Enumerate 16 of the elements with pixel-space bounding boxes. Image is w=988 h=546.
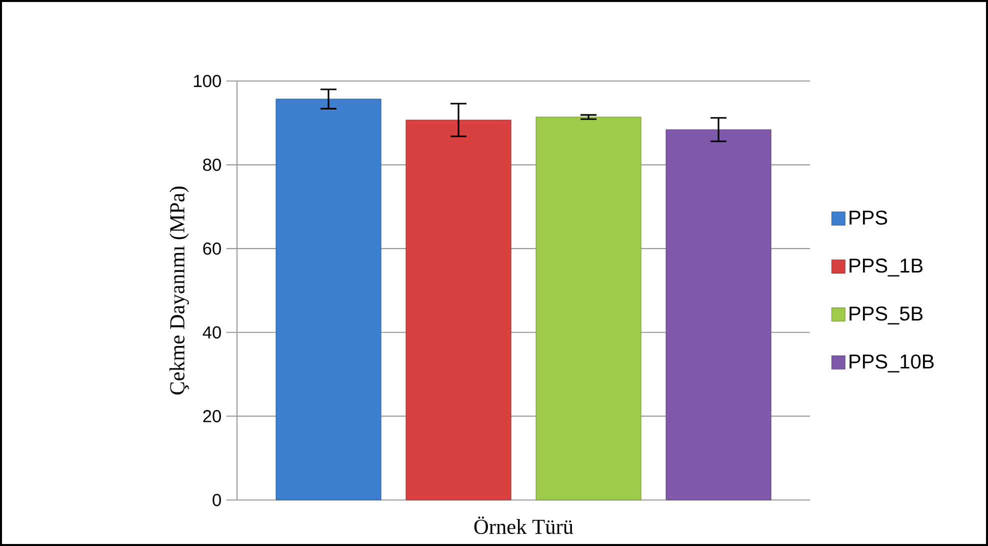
bar (276, 98, 382, 500)
y-tick-label: 40 (202, 326, 221, 339)
y-tick-label: 60 (203, 242, 221, 255)
y-tick-label: 20 (203, 410, 221, 422)
bar (406, 120, 512, 500)
bar (666, 129, 772, 500)
legend-label: PPS_5B (850, 306, 923, 324)
x-axis-title: Örnek Türü (474, 516, 574, 534)
y-tick-label: 100 (194, 74, 221, 88)
y-axis-title: Çekme Dayanımı (MPa) (169, 186, 189, 394)
y-tick-label: 0 (212, 494, 221, 506)
legend-label: PPS (850, 210, 888, 225)
legend-label: PPS_1B (850, 258, 923, 276)
bar (536, 116, 642, 500)
y-tick-label: 80 (203, 158, 221, 171)
legend-label: PPS_10B (850, 354, 934, 372)
